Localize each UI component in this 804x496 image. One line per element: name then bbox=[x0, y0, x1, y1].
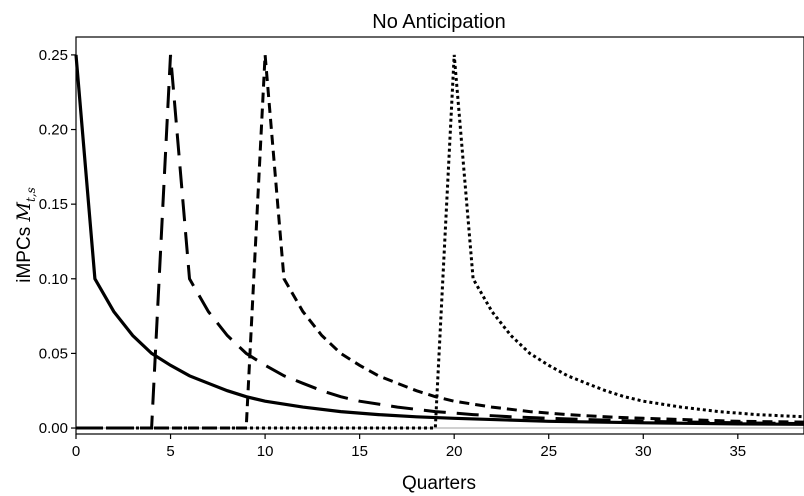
x-tick-label: 15 bbox=[351, 443, 368, 460]
series-line-long-dash bbox=[76, 54, 804, 430]
plot-frame bbox=[75, 36, 804, 435]
x-tick-label: 20 bbox=[446, 443, 463, 460]
svg-text:iMPCs Mt,s: iMPCs Mt,s bbox=[13, 187, 38, 283]
x-tick-label: 25 bbox=[540, 443, 557, 460]
y-axis-title-text: iMPCs bbox=[14, 222, 35, 283]
x-tick-label: 0 bbox=[72, 443, 80, 460]
y-tick-label: 0.15 bbox=[39, 196, 68, 213]
y-axis-title-subscript: t,s bbox=[24, 187, 38, 202]
y-tick-label: 0.05 bbox=[39, 345, 68, 362]
y-axis: 0.00 0.05 0.10 0.15 0.20 0.25 bbox=[39, 47, 76, 437]
y-tick-label: 0.00 bbox=[39, 420, 68, 437]
x-tick-label: 35 bbox=[729, 443, 746, 460]
y-tick-label: 0.10 bbox=[39, 271, 68, 288]
y-axis-title: iMPCs Mt,s bbox=[13, 187, 38, 283]
x-tick-label: 5 bbox=[166, 443, 174, 460]
x-tick-label: 30 bbox=[635, 443, 652, 460]
series-line-solid bbox=[74, 54, 804, 426]
y-axis-title-math: M bbox=[13, 202, 35, 223]
series-layer bbox=[74, 54, 804, 430]
y-tick-label: 0.20 bbox=[39, 122, 68, 139]
x-axis: 0 5 10 15 20 25 30 35 bbox=[72, 434, 746, 460]
chart-title: No Anticipation bbox=[372, 11, 505, 33]
x-axis-title: Quarters bbox=[402, 473, 476, 494]
series-line-dash bbox=[76, 54, 804, 430]
y-tick-label: 0.25 bbox=[39, 47, 68, 64]
series-line-dotted bbox=[76, 54, 804, 430]
x-tick-label: 10 bbox=[257, 443, 274, 460]
